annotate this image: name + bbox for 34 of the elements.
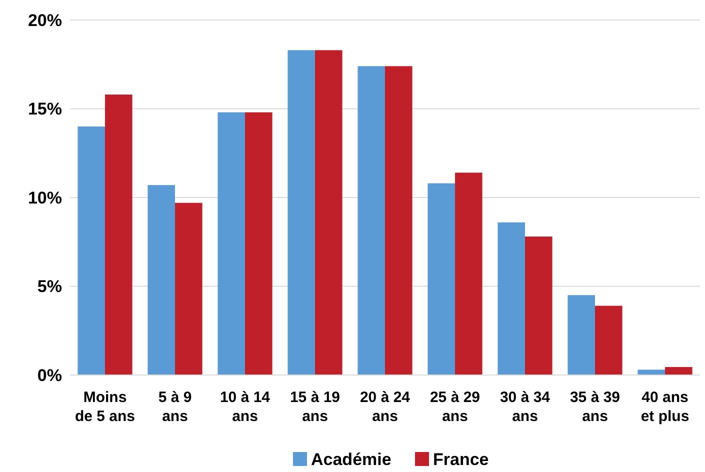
bar — [568, 295, 595, 375]
bar — [428, 183, 455, 375]
bar — [288, 50, 315, 375]
x-tick-label: 20 à 24 ans — [360, 389, 411, 425]
legend-label: Académie — [311, 450, 392, 469]
x-tick-label: 40 ans et plus — [640, 389, 690, 425]
bar — [595, 306, 622, 375]
bar — [455, 172, 482, 375]
y-tick-label: 20% — [28, 10, 62, 30]
x-tick-label: 15 à 19 ans — [290, 389, 340, 425]
bar — [245, 112, 272, 375]
y-tick-label: 15% — [28, 100, 62, 119]
bar — [105, 94, 132, 375]
x-tick-label: 10 à 14 ans — [220, 389, 271, 425]
bar — [358, 66, 385, 375]
bar — [498, 222, 525, 375]
y-tick-label: 5% — [37, 277, 62, 296]
y-tick-label: 0% — [37, 366, 62, 385]
x-tick-label: 35 à 39 ans — [570, 389, 620, 425]
bar — [78, 126, 105, 375]
bar — [665, 367, 692, 375]
bar — [638, 370, 665, 375]
x-tick-label: Moins de 5 ans — [74, 389, 136, 425]
bar — [148, 185, 175, 375]
bar — [525, 236, 552, 375]
legend-label: France — [433, 450, 489, 469]
y-tick-label: 10% — [28, 188, 62, 208]
bar — [175, 202, 202, 375]
bar — [385, 66, 412, 375]
x-tick-label: 30 à 34 ans — [500, 389, 551, 425]
bar — [218, 112, 245, 375]
bar — [315, 50, 342, 375]
x-tick-label: 25 à 29 ans — [430, 389, 480, 425]
x-tick-label: 5 à 9 ans — [158, 389, 192, 425]
